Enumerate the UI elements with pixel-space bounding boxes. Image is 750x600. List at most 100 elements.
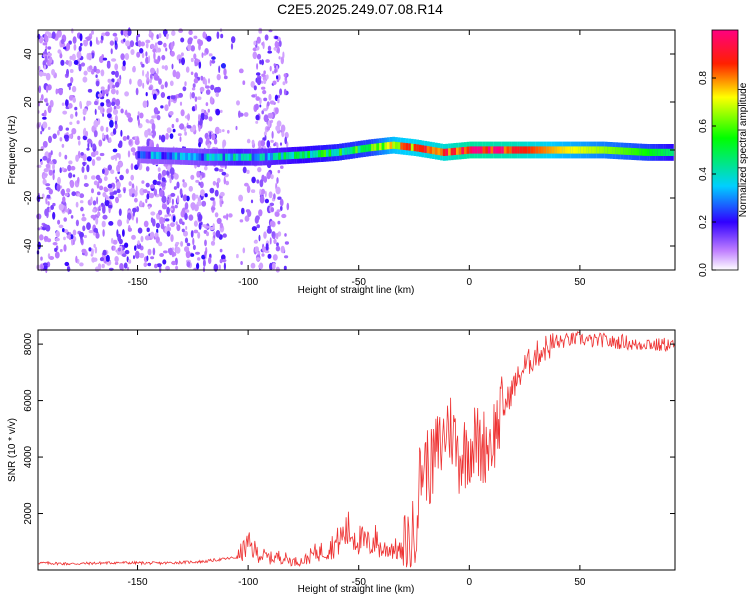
noise-speckle <box>49 160 54 165</box>
noise-speckle <box>116 181 121 188</box>
carrier-core <box>493 146 496 154</box>
noise-speckle <box>47 126 51 130</box>
noise-speckle <box>147 248 152 256</box>
noise-speckle <box>79 200 84 204</box>
noise-speckle <box>190 253 195 257</box>
noise-speckle <box>122 136 127 141</box>
carrier-core <box>249 153 252 161</box>
noise-speckle <box>275 232 279 240</box>
noise-speckle <box>277 231 282 237</box>
noise-speckle <box>125 40 131 47</box>
noise-speckle <box>102 113 105 117</box>
noise-speckle <box>256 53 262 60</box>
noise-speckle <box>184 81 187 87</box>
carrier-core <box>379 143 382 151</box>
carrier-core <box>254 153 258 161</box>
carrier-core <box>257 153 260 161</box>
noise-speckle <box>270 174 274 180</box>
noise-speckle <box>83 70 88 76</box>
y-tick-label: 4000 <box>23 445 34 468</box>
noise-speckle <box>63 244 67 252</box>
noise-speckle <box>267 120 271 128</box>
noise-speckle <box>82 108 88 113</box>
noise-speckle <box>156 34 159 40</box>
carrier-core <box>299 151 303 159</box>
noise-speckle <box>44 208 49 217</box>
noise-speckle <box>181 221 185 226</box>
carrier-core <box>402 142 406 150</box>
noise-speckle <box>286 202 290 211</box>
noise-speckle <box>145 92 148 97</box>
carrier-core <box>214 153 218 161</box>
noise-speckle <box>171 260 177 266</box>
carrier-core <box>442 148 446 156</box>
noise-speckle <box>118 140 123 147</box>
noise-speckle <box>49 56 53 64</box>
noise-speckle <box>221 200 224 204</box>
noise-speckle <box>268 93 272 101</box>
noise-speckle <box>82 225 86 232</box>
noise-speckle <box>184 202 189 210</box>
noise-speckle <box>282 81 286 86</box>
noise-speckle <box>259 195 265 204</box>
noise-speckle <box>158 134 162 141</box>
noise-speckle <box>107 164 113 171</box>
noise-speckle <box>259 27 263 34</box>
noise-speckle <box>255 114 260 121</box>
noise-speckle <box>146 227 150 233</box>
noise-speckle <box>130 163 134 171</box>
noise-speckle <box>178 28 184 33</box>
noise-speckle <box>230 43 234 50</box>
carrier-core <box>533 146 536 154</box>
noise-speckle <box>100 86 105 91</box>
carrier-core <box>625 147 629 155</box>
carrier-core <box>602 146 605 154</box>
colorbar-tick-label: 0.6 <box>698 119 709 133</box>
noise-speckle <box>272 70 275 75</box>
noise-speckle <box>52 211 56 220</box>
noise-speckle <box>104 89 109 95</box>
noise-speckle <box>148 205 151 210</box>
carrier-core <box>578 146 581 154</box>
carrier-core <box>328 149 332 157</box>
noise-speckle <box>118 161 124 168</box>
noise-speckle <box>170 95 176 100</box>
noise-speckle <box>183 230 188 237</box>
noise-speckle <box>45 197 48 205</box>
noise-speckle <box>216 217 222 225</box>
noise-speckle <box>277 220 281 225</box>
noise-speckle <box>164 218 170 222</box>
noise-speckle <box>247 210 252 218</box>
noise-speckle <box>92 143 96 150</box>
noise-speckle <box>115 155 117 162</box>
noise-speckle <box>126 112 132 119</box>
noise-speckle <box>210 206 216 211</box>
noise-speckle <box>172 128 176 133</box>
noise-speckle <box>40 256 43 261</box>
noise-speckle <box>61 188 65 197</box>
carrier-core <box>280 152 284 160</box>
carrier-core <box>655 148 658 156</box>
noise-speckle <box>199 86 205 92</box>
noise-speckle <box>250 199 254 204</box>
noise-speckle <box>216 73 221 81</box>
noise-speckle <box>261 73 266 78</box>
noise-speckle <box>86 147 90 151</box>
noise-speckle <box>280 245 285 254</box>
noise-speckle <box>42 262 48 267</box>
noise-speckle <box>46 238 52 243</box>
noise-speckle <box>273 63 276 67</box>
noise-speckle <box>256 36 261 44</box>
noise-speckle <box>155 222 160 229</box>
noise-speckle <box>91 159 96 166</box>
noise-speckle <box>258 209 263 217</box>
noise-speckle <box>218 129 222 133</box>
noise-speckle <box>218 264 221 270</box>
noise-speckle <box>66 132 69 136</box>
noise-speckle <box>102 192 107 198</box>
carrier-core <box>485 146 488 154</box>
carrier-core <box>503 146 507 154</box>
carrier-core <box>381 142 385 150</box>
noise-speckle <box>75 111 78 117</box>
noise-speckle <box>145 51 148 57</box>
